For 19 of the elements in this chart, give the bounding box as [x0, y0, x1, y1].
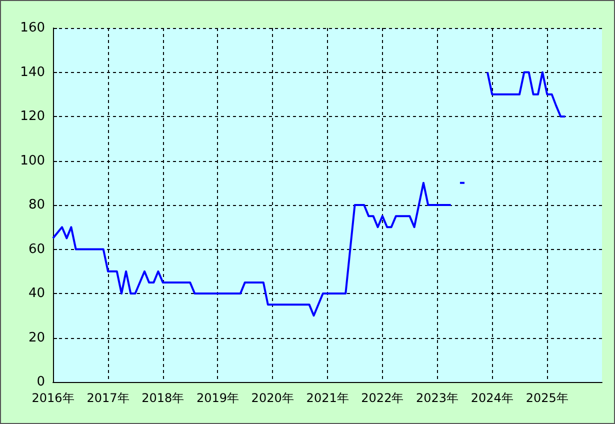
x-tick-label: 2019年: [196, 391, 239, 405]
x-tick-label: 2024年: [470, 391, 514, 405]
y-tick-label: 60: [28, 242, 45, 257]
y-tick-label: 80: [28, 198, 45, 212]
y-tick-label: 0: [36, 374, 45, 390]
y-tick-label: 120: [20, 109, 45, 124]
x-tick-label: 2018年: [142, 391, 184, 405]
x-tick-label: 2023年: [416, 391, 459, 405]
y-tick-label: 160: [20, 20, 45, 36]
x-tick-label: 2020年: [251, 391, 294, 405]
x-tick-label: 2025年: [526, 391, 568, 405]
y-tick-label: 140: [20, 64, 45, 80]
y-tick-label: 20: [28, 330, 45, 346]
x-tick-label: 2022年: [361, 391, 404, 405]
x-tick-label: 2016年: [32, 391, 74, 405]
x-tick-label: 2021年: [306, 391, 349, 405]
x-tick-label: 2017年: [86, 391, 130, 405]
y-tick-label: 40: [28, 286, 45, 301]
y-tick-label: 100: [20, 153, 45, 168]
